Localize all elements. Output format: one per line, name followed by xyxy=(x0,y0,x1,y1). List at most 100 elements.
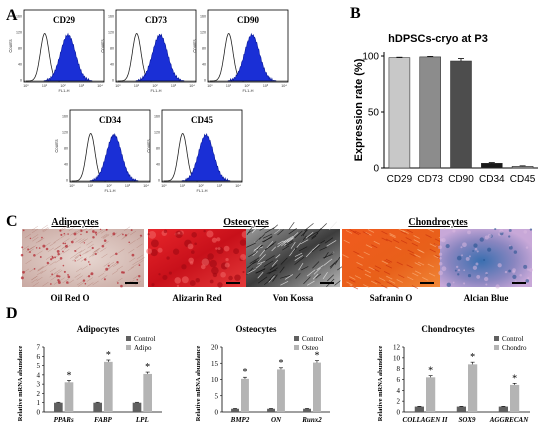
significance-mark: * xyxy=(106,350,111,361)
significance-mark: * xyxy=(242,367,247,378)
x-tick-label: 10⁴ xyxy=(235,184,241,188)
group-heading-osteocytes: Osteocytes xyxy=(223,217,269,228)
histogram-cd34: CD34 160 120 80 40 0 Counts 10⁰ 10¹ 10² 10³ 10⁴ FL1-… xyxy=(54,109,151,193)
x-tick-label-collagen-ii: COLLAGEN II xyxy=(403,416,448,424)
y-axis-label: Relative mRNA abundance xyxy=(377,346,384,422)
bar-osteo-on xyxy=(277,369,285,412)
bar-cd90 xyxy=(450,60,472,169)
bar-control-sox9 xyxy=(456,406,466,412)
x-tick-label-cd34: CD34 xyxy=(479,174,505,185)
bar-adipo-fabp xyxy=(104,361,113,412)
y-tick-label: 0 xyxy=(215,409,219,417)
y-axis-label: Expression rate (%) xyxy=(353,58,365,161)
y-tick-label: 120 xyxy=(200,31,206,35)
histogram-cd73: CD73 160 120 80 40 0 Counts 10⁰ 10¹ 10² 10³ 10⁴ FL1-… xyxy=(100,9,197,93)
x-tick-label-sox9: SOX9 xyxy=(458,416,476,424)
x-tick-label: 10² xyxy=(152,84,158,88)
x-tick-label: 10¹ xyxy=(180,184,186,188)
photo-alcian-blue xyxy=(438,227,533,289)
legend-label-osteo: Osteo xyxy=(302,344,319,352)
legend-swatch-osteo xyxy=(294,345,299,350)
y-tick-label: 80 xyxy=(64,147,68,151)
bar-control-bmp2 xyxy=(231,408,239,412)
y-tick-label: 0 xyxy=(66,179,68,183)
y-axis-label: Counts xyxy=(54,139,59,152)
y-tick-label: 80 xyxy=(202,47,206,51)
x-tick-label: 10⁴ xyxy=(97,84,103,88)
bar-control-collagen-ii xyxy=(414,406,424,412)
y-tick-label: 160 xyxy=(16,15,22,19)
legend-swatch-adipo xyxy=(126,345,131,350)
group-heading-adipocytes: Adipocytes xyxy=(51,217,98,228)
x-tick-label: 10¹ xyxy=(226,84,232,88)
y-axis-label: Counts xyxy=(8,39,13,52)
bar-cd29 xyxy=(388,57,411,169)
x-tick-label-runx2: Runx2 xyxy=(301,416,322,424)
x-tick-label-on: ON xyxy=(271,416,282,424)
y-tick-label: 5 xyxy=(215,392,219,400)
bar-cd73 xyxy=(419,56,441,169)
x-axis-label: FL1-H xyxy=(150,88,161,93)
histogram-title-cd73: CD73 xyxy=(145,15,167,25)
x-tick-label: 10¹ xyxy=(134,84,140,88)
y-tick-label: 12 xyxy=(393,344,401,352)
x-tick-label: 10⁴ xyxy=(143,184,149,188)
chart-title: Adipocytes xyxy=(77,324,120,334)
x-tick-label: 10² xyxy=(60,84,66,88)
stained-histogram xyxy=(227,32,277,82)
photo-alizarin-red xyxy=(146,229,249,288)
x-tick-label: 10⁰ xyxy=(115,84,121,88)
y-tick-label: 0 xyxy=(397,409,401,417)
x-tick-label-cd29: CD29 xyxy=(387,174,413,185)
stain-label-alizarin-red: Alizarin Red xyxy=(172,293,221,303)
bar-control-lpl xyxy=(132,402,142,412)
y-tick-label: 3 xyxy=(37,381,41,389)
y-tick-label: 2 xyxy=(37,390,41,398)
legend-swatch-control xyxy=(126,336,131,341)
y-tick-label: 120 xyxy=(16,31,22,35)
photo-von-kossa xyxy=(246,221,346,287)
significance-mark: * xyxy=(66,370,71,381)
y-tick-label: 4 xyxy=(37,371,41,379)
x-tick-label: 10² xyxy=(198,184,204,188)
bar-chondro-aggrecan xyxy=(510,384,520,412)
y-tick-label: 120 xyxy=(154,131,160,135)
x-axis-label: FL1-H xyxy=(196,188,207,193)
bar-control-aggrecan xyxy=(498,406,508,412)
stained-histogram xyxy=(43,32,93,83)
y-tick-label: 0 xyxy=(37,409,41,417)
y-tick-label: 6 xyxy=(397,376,401,384)
stained-histogram xyxy=(181,132,231,182)
expression-rate-chart: hDPSCs-cryo at P3 Expression rate (%) 0 5… xyxy=(353,33,538,185)
photo-oil-red-o xyxy=(20,224,145,288)
chart-title: hDPSCs-cryo at P3 xyxy=(388,33,488,45)
flow-cytometry-panel: CD29 160 120 80 40 0 Counts 10⁰ 10¹ 10² 10³ 10⁴ FL1-… xyxy=(8,9,289,193)
x-tick-label-cd90: CD90 xyxy=(448,174,474,185)
y-tick-label: 1 xyxy=(37,399,41,407)
mrna-chart-adipocytes: Adipocytes Relative mRNA abundance 0 123 456… xyxy=(17,324,162,424)
bar-control-ppars xyxy=(54,402,63,412)
y-axis-label: Relative mRNA abundance xyxy=(17,346,24,422)
y-tick-label: 40 xyxy=(156,163,160,167)
x-tick-label-fabp: FABP xyxy=(94,416,112,424)
stained-histogram xyxy=(135,33,185,82)
histogram-title-cd34: CD34 xyxy=(99,115,121,125)
y-tick-label: 0 xyxy=(20,79,22,83)
significance-mark: * xyxy=(314,351,319,362)
y-tick-label: 40 xyxy=(64,163,68,167)
bar-chondro-sox9 xyxy=(468,364,478,412)
mrna-chart-osteocytes: Osteocytes Relative mRNA abundance 0 5 10 15 2… xyxy=(195,324,330,424)
x-tick-label-ppars: PPARs xyxy=(54,416,74,424)
histogram-cd90: CD90 160 120 80 40 0 Counts 10⁰ 10¹ 10² 10³ 10⁴ FL1-… xyxy=(192,9,289,93)
y-axis-label: Relative mRNA abundance xyxy=(195,346,202,422)
stain-label-von-kossa: Von Kossa xyxy=(273,293,314,303)
y-tick-label: 6 xyxy=(37,353,41,361)
significance-mark: * xyxy=(278,358,283,369)
legend-swatch-control xyxy=(494,336,499,341)
stained-histogram xyxy=(89,133,139,182)
photo-safranin-o xyxy=(342,228,446,290)
differentiation-photos: Adipocytes Osteocytes Chondrocytes xyxy=(20,217,533,303)
y-tick-label: 80 xyxy=(110,47,114,51)
x-tick-label: 10⁴ xyxy=(189,84,195,88)
